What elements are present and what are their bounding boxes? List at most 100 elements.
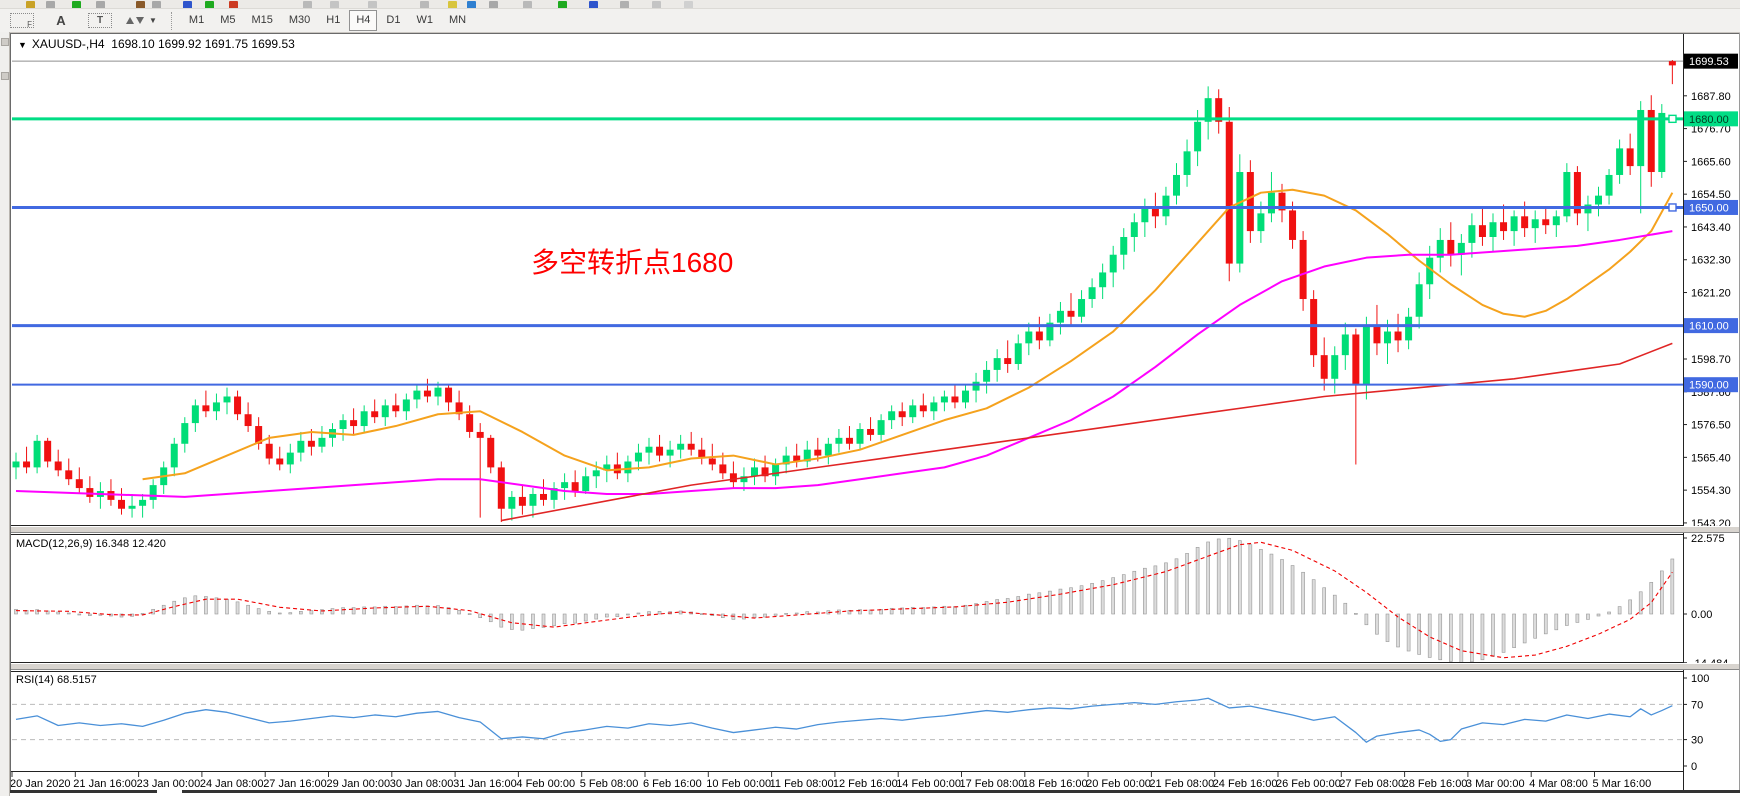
- macd-hist-bar: [794, 612, 799, 615]
- macd-hist-bar: [1153, 565, 1158, 615]
- frame-tool-button[interactable]: F: [10, 13, 34, 29]
- macd-hist-bar: [1100, 580, 1105, 615]
- macd-hist-bar: [446, 607, 451, 615]
- svg-text:27 Feb 08:00: 27 Feb 08:00: [1339, 778, 1404, 790]
- candle-body: [318, 437, 326, 447]
- timeframe-button-mn[interactable]: MN: [448, 14, 467, 26]
- macd-hist-bar: [1480, 613, 1485, 661]
- chart-symbol-period: XAUUSD-,H4: [31, 37, 105, 51]
- svg-text:6 Feb 16:00: 6 Feb 16:00: [643, 778, 702, 790]
- candle-body: [1109, 254, 1117, 273]
- svg-text:1632.30: 1632.30: [1691, 255, 1731, 267]
- candle-body: [1436, 239, 1444, 258]
- candle-body: [1658, 112, 1666, 173]
- macd-hist-bar: [900, 607, 905, 615]
- hline-handle: [1668, 114, 1677, 124]
- macd-hist-bar: [910, 606, 915, 615]
- macd-hist-bar: [309, 610, 314, 615]
- svg-text:24 Jan 08:00: 24 Jan 08:00: [200, 778, 264, 790]
- candle-body: [1088, 287, 1096, 300]
- candle-body: [234, 396, 242, 415]
- svg-text:30 Jan 08:00: 30 Jan 08:00: [390, 778, 454, 790]
- candle-body: [782, 455, 790, 465]
- macd-hist-bar: [183, 597, 187, 615]
- candle-body: [729, 473, 737, 483]
- candle-body: [909, 405, 917, 418]
- candle-body: [1415, 284, 1423, 317]
- docked-panel-edge[interactable]: [0, 32, 10, 796]
- toolbar-icon-fragment: [558, 1, 567, 8]
- candle-body: [149, 485, 157, 500]
- svg-text:1676.70: 1676.70: [1691, 124, 1731, 136]
- timeframe-button-d1[interactable]: D1: [386, 14, 401, 26]
- symbol-dropdown-icon[interactable]: ▼: [18, 40, 27, 50]
- candle-body: [1457, 242, 1465, 255]
- timeframe-button-m15[interactable]: M15: [251, 14, 273, 26]
- timeframe-button-m5[interactable]: M5: [220, 14, 236, 26]
- chart-window[interactable]: ▼ XAUUSD-,H4 1698.10 1699.92 1691.75 1699…: [10, 33, 1740, 796]
- candle-body: [550, 488, 558, 500]
- svg-text:5 Mar 16:00: 5 Mar 16:00: [1593, 778, 1652, 790]
- svg-text:21 Feb 08:00: 21 Feb 08:00: [1149, 778, 1214, 790]
- candle-body: [1331, 355, 1339, 379]
- candle-body: [118, 499, 125, 509]
- macd-hist-bar: [932, 606, 936, 615]
- splitter-macd[interactable]: [10, 526, 1740, 533]
- macd-hist-bar: [320, 609, 324, 615]
- time-axis[interactable]: 20 Jan 2020 21 Jan 16:00 23 Jan 00:00 24 Ja…: [10, 772, 1651, 790]
- chart-canvas[interactable]: 1687.80 1676.70 1665.60 1654.50 1643.40 1632.…: [10, 33, 1740, 796]
- candle-body: [223, 396, 231, 403]
- candle-body: [951, 396, 959, 403]
- macd-hist-bar: [1301, 571, 1305, 615]
- macd-hist-bar: [1522, 613, 1527, 644]
- candle-body: [1510, 216, 1518, 232]
- timeframe-button-m1[interactable]: M1: [188, 14, 205, 26]
- macd-hist-bar: [647, 611, 651, 615]
- timeframe-button-m30[interactable]: M30: [288, 14, 311, 26]
- text-label-tool-button[interactable]: A: [56, 13, 66, 28]
- splitter-rsi[interactable]: [10, 663, 1740, 670]
- candle-body: [856, 428, 864, 444]
- arrows-tool-button[interactable]: ▼: [126, 11, 157, 30]
- timeframe-button-w1[interactable]: W1: [416, 14, 433, 26]
- svg-text:4 Feb 00:00: 4 Feb 00:00: [516, 778, 575, 790]
- macd-hist-bar: [594, 613, 599, 620]
- macd-hist-bar: [510, 613, 514, 630]
- candle-body: [1056, 310, 1064, 323]
- macd-hist-bar: [1238, 540, 1242, 615]
- toolbar-icon-fragment: [303, 1, 312, 8]
- toolbar-icon-fragment: [136, 1, 145, 8]
- candle-body: [276, 458, 284, 465]
- text-box-tool-button[interactable]: T: [88, 13, 112, 28]
- candle-body: [497, 467, 505, 509]
- macd-hist-bar: [1269, 553, 1274, 615]
- candle-body: [888, 411, 896, 421]
- price-axis[interactable]: 1687.80 1676.70 1665.60 1654.50 1643.40 1632.…: [1683, 33, 1740, 790]
- candle-body: [751, 467, 758, 477]
- macd-hist-bar: [1512, 613, 1516, 648]
- candle-body: [1120, 236, 1128, 255]
- candle-body: [1542, 219, 1550, 226]
- candle-body: [65, 470, 73, 480]
- ma-fast-orange: [142, 188, 1674, 481]
- macd-hist-bar: [1417, 613, 1421, 655]
- svg-text:1680.00: 1680.00: [1689, 114, 1729, 126]
- macd-hist-bar: [1174, 558, 1179, 615]
- candle-body: [1637, 109, 1645, 167]
- candle-body: [12, 461, 20, 468]
- macd-hist-bar: [1121, 574, 1126, 615]
- svg-text:24 Feb 16:00: 24 Feb 16:00: [1213, 778, 1278, 790]
- candle-body: [1004, 358, 1012, 365]
- macd-hist-bar: [541, 613, 546, 628]
- timeframe-button-h4[interactable]: H4: [349, 10, 378, 31]
- toolbar-icon-fragment: [96, 1, 105, 8]
- svg-text:27 Jan 16:00: 27 Jan 16:00: [263, 778, 327, 790]
- timeframe-button-h1[interactable]: H1: [326, 14, 341, 26]
- candle-body: [371, 411, 379, 418]
- macd-hist-bar: [1026, 593, 1031, 615]
- macd-hist-bar: [773, 613, 778, 616]
- candle-body: [993, 358, 1001, 370]
- candle-body: [1552, 216, 1560, 226]
- macd-hist-bar: [657, 611, 662, 615]
- svg-text:10 Feb 00:00: 10 Feb 00:00: [706, 778, 771, 790]
